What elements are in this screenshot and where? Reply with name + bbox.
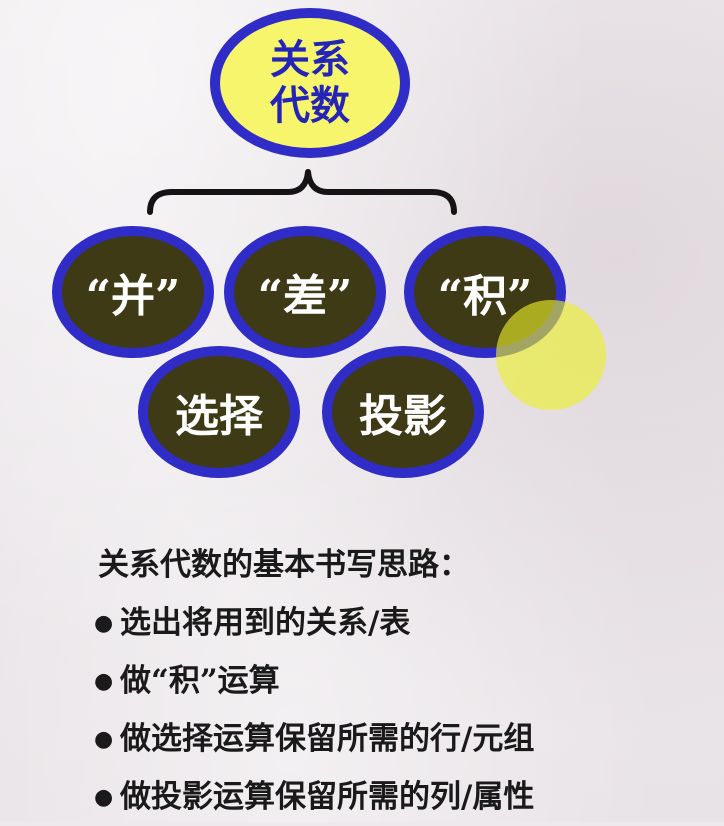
root-label-line1: 关系 <box>270 36 350 83</box>
root-label-line2: 代数 <box>270 82 350 129</box>
notes-heading: 关系代数的基本书写思路： <box>98 547 470 583</box>
operation-difference-label: “差” <box>257 271 353 322</box>
list-item: ● 做投影运算保留所需的列/属性 <box>94 768 534 826</box>
relational-algebra-root-node: 关系 代数 <box>210 8 410 158</box>
list-item: ● 做选择运算保留所需的行/元组 <box>94 710 534 768</box>
operation-union-node: “并” <box>52 226 214 358</box>
operation-selection-node: 选择 <box>138 346 300 478</box>
list-item-text: 做选择运算保留所需的行/元组 <box>120 721 535 757</box>
operation-selection-label: 选择 <box>175 391 263 442</box>
list-item-text: 选出将用到的关系/表 <box>120 605 411 641</box>
list-item: ● 选出将用到的关系/表 <box>94 594 534 652</box>
bullet-icon: ● <box>94 784 114 810</box>
list-item-text: 做“积”运算 <box>120 663 280 699</box>
cursor-highlight <box>496 300 606 410</box>
operation-projection-node: 投影 <box>322 346 484 478</box>
notes-list: 关系代数的基本书写思路： ● 选出将用到的关系/表 ● 做“积”运算 ● 做选择运算保… <box>94 536 534 826</box>
operation-union-label: “并” <box>85 271 181 322</box>
bullet-icon: ● <box>94 726 114 752</box>
bullet-icon: ● <box>94 668 114 694</box>
bullet-icon: ● <box>94 610 114 636</box>
list-item-text: 做投影运算保留所需的列/属性 <box>120 779 535 815</box>
operation-projection-label: 投影 <box>359 391 447 442</box>
list-item: ● 做“积”运算 <box>94 652 534 710</box>
operation-difference-node: “差” <box>224 226 386 358</box>
